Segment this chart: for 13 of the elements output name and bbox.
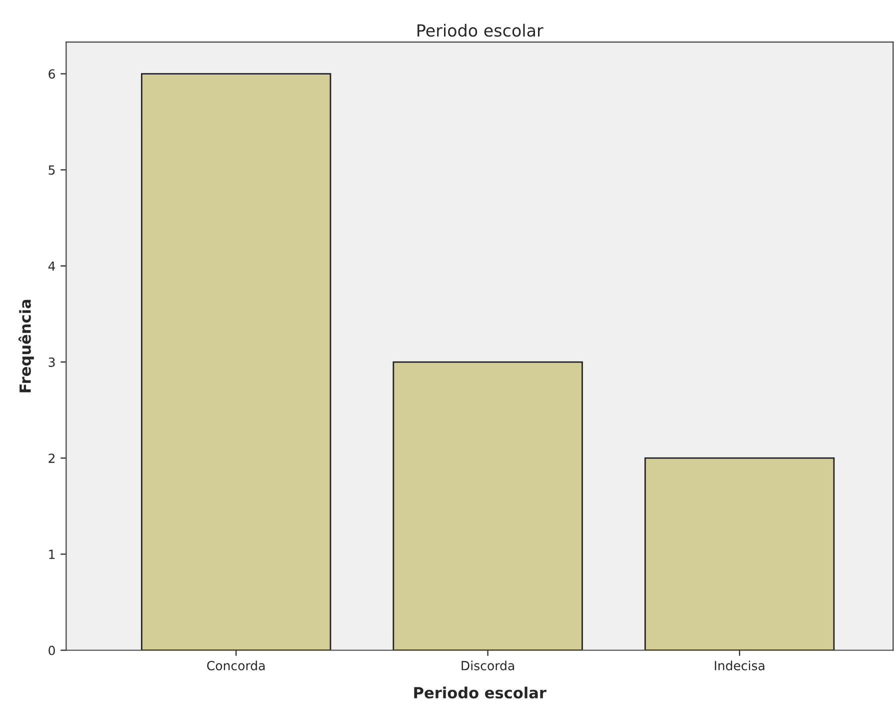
y-tick-label: 6: [48, 69, 55, 79]
chart-title: Periodo escolar: [418, 24, 544, 37]
y-tick-label: 3: [48, 357, 55, 367]
y-tick-label: 1: [49, 550, 55, 559]
y-tick-label: 4: [48, 262, 56, 271]
y-axis-title: Frequência: [18, 300, 34, 392]
x-tick-label: Concorda: [207, 660, 265, 670]
y-tick-label: 5: [48, 165, 55, 175]
x-axis-title: Periodo escolar: [414, 686, 546, 698]
y-tick-label: 2: [48, 454, 54, 463]
y-tick-label: 0: [48, 646, 55, 656]
x-tick-label: Discorda: [462, 660, 514, 670]
x-tick-label: Indecisa: [714, 660, 764, 670]
